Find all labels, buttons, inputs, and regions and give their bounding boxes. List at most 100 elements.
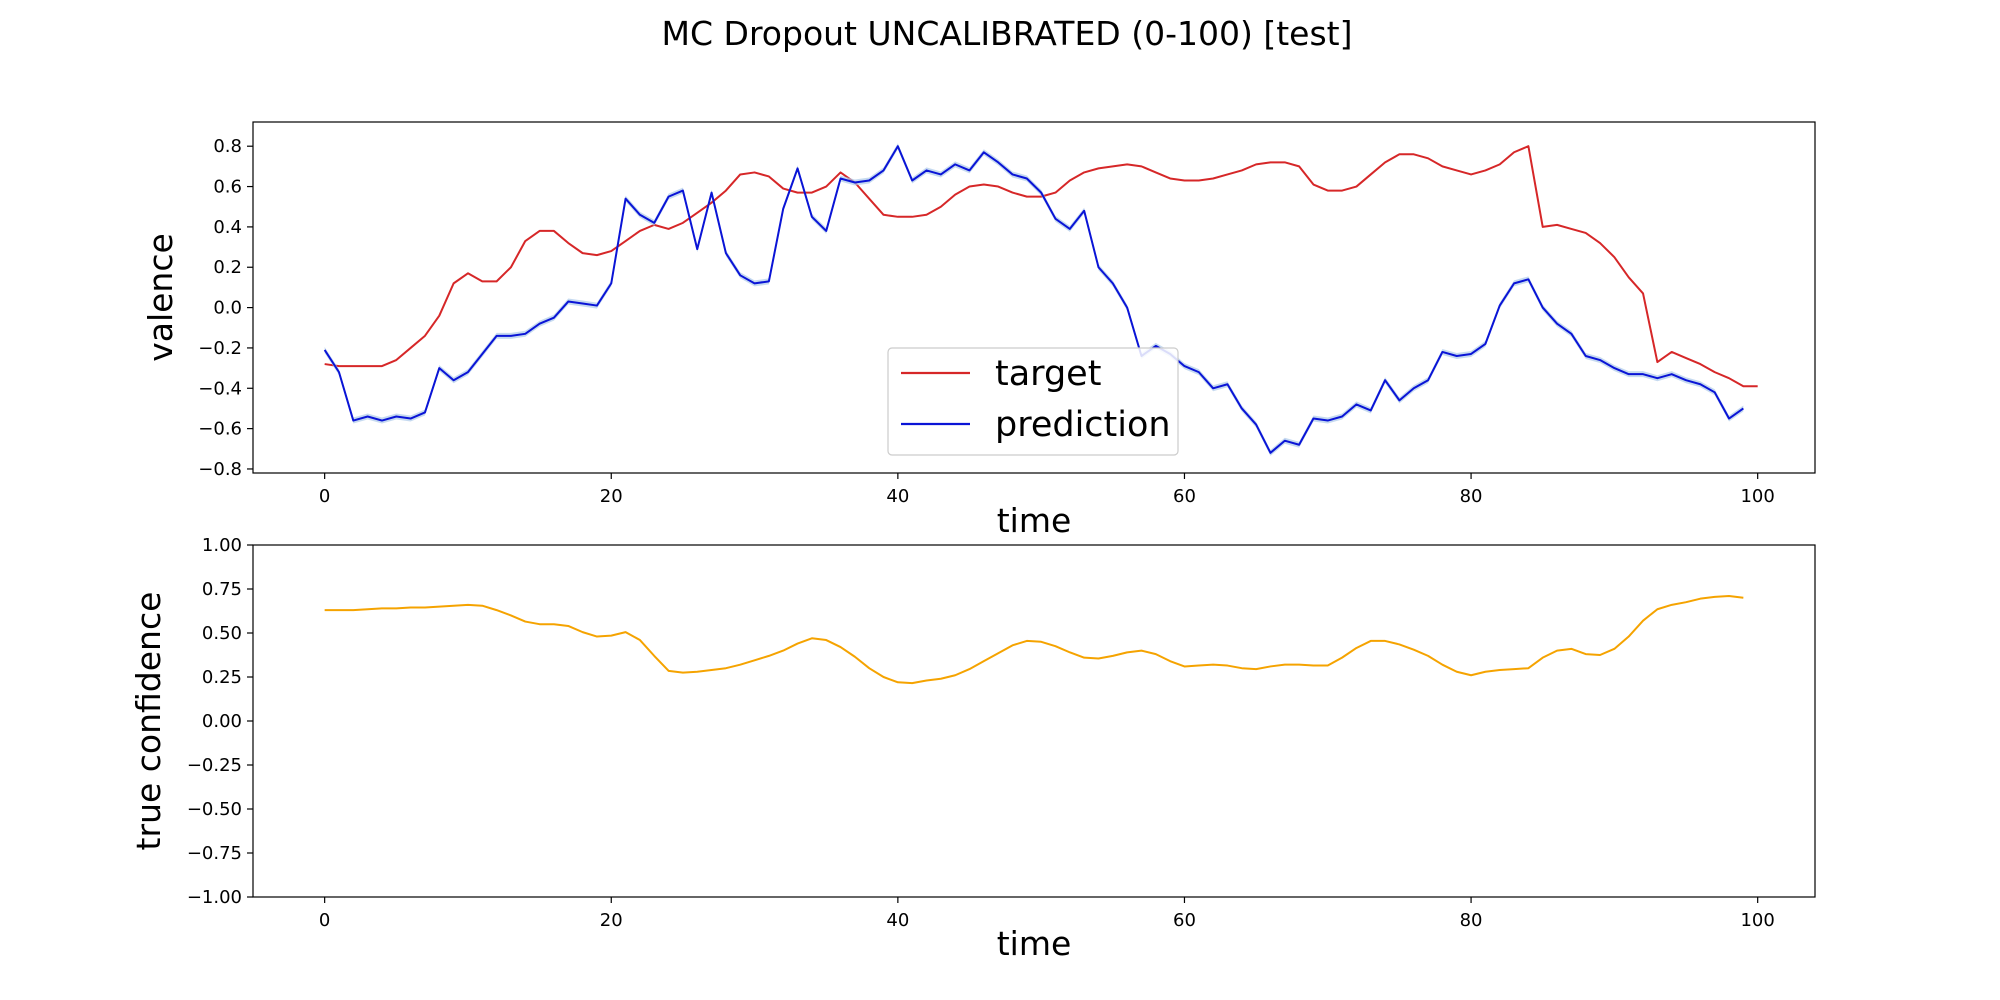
point-target-55 [1112,166,1114,168]
point-target-41 [911,216,913,218]
point-confidence-50 [1040,641,1042,643]
point-target-89 [1599,242,1601,244]
valence-panel: 0 20 40 60 80 100 −0.8 −0.6 −0.4 −0.2 0.0 0.2 0.4 0.6… [141,121,1816,540]
point-confidence-13 [510,615,512,617]
point-prediction-58 [1155,345,1157,347]
point-confidence-26 [696,671,698,673]
y-tick-label: −0.8 [198,459,242,480]
point-prediction-78 [1442,351,1444,353]
point-prediction-38 [868,180,870,182]
axes-frame [252,121,1816,474]
point-prediction-0 [324,349,326,351]
y-tick-label: 0.25 [202,667,242,688]
point-target-63 [1227,174,1229,176]
point-prediction-87 [1571,333,1573,335]
point-target-51 [1055,192,1057,194]
point-confidence-2 [353,609,355,611]
y-tick-label: 0.2 [213,257,242,278]
point-prediction-16 [553,317,555,319]
point-confidence-31 [768,655,770,657]
point-confidence-47 [997,652,999,654]
point-prediction-31 [768,281,770,283]
point-prediction-96 [1700,383,1702,385]
point-confidence-79 [1456,671,1458,673]
point-prediction-81 [1485,343,1487,345]
point-confidence-36 [840,646,842,648]
axes-frame [252,544,1816,898]
point-confidence-61 [1198,665,1200,667]
point-prediction-9 [453,379,455,381]
point-confidence-41 [911,682,913,684]
point-confidence-0 [324,609,326,611]
point-prediction-95 [1685,379,1687,381]
point-confidence-82 [1499,669,1501,671]
point-confidence-89 [1599,654,1601,656]
point-target-3 [367,365,369,367]
point-confidence-51 [1055,645,1057,647]
confidence-panel: 0 20 40 60 80 100 −1.00 −0.75 −0.50 −0.25 0.00 0.25… [129,535,1816,963]
point-confidence-97 [1714,596,1716,598]
chart-title: MC Dropout UNCALIBRATED (0-100) [test] [662,14,1353,53]
point-prediction-47 [997,162,999,164]
point-prediction-5 [396,416,398,418]
point-target-18 [582,252,584,254]
point-confidence-43 [940,678,942,680]
point-confidence-30 [754,659,756,661]
point-confidence-17 [567,625,569,627]
x-tick-label: 0 [319,910,330,931]
point-target-54 [1098,168,1100,170]
point-confidence-95 [1685,601,1687,603]
point-target-67 [1284,162,1286,164]
point-prediction-89 [1599,359,1601,361]
point-target-94 [1671,351,1673,353]
point-prediction-15 [539,323,541,325]
point-prediction-70 [1327,420,1329,422]
point-target-71 [1341,190,1343,192]
point-prediction-32 [782,208,784,210]
point-target-81 [1485,170,1487,172]
point-target-93 [1657,361,1659,363]
point-prediction-17 [567,301,569,303]
point-prediction-97 [1714,392,1716,394]
point-prediction-76 [1413,387,1415,389]
point-prediction-83 [1513,283,1515,285]
point-prediction-72 [1356,404,1358,406]
point-confidence-32 [782,650,784,652]
point-confidence-71 [1341,657,1343,659]
point-prediction-29 [739,275,741,277]
point-confidence-68 [1298,664,1300,666]
point-confidence-85 [1542,657,1544,659]
point-prediction-55 [1112,283,1114,285]
point-target-6 [410,347,412,349]
point-target-7 [424,335,426,337]
point-target-20 [610,250,612,252]
point-prediction-44 [954,164,956,166]
point-confidence-45 [969,668,971,670]
point-prediction-63 [1227,383,1229,385]
point-confidence-76 [1413,649,1415,651]
point-confidence-96 [1700,598,1702,600]
point-target-34 [811,192,813,194]
point-target-28 [725,190,727,192]
point-confidence-83 [1513,668,1515,670]
point-confidence-27 [711,669,713,671]
point-confidence-35 [825,639,827,641]
point-confidence-67 [1284,664,1286,666]
point-confidence-3 [367,608,369,610]
point-prediction-26 [696,248,698,250]
x-tick-label: 60 [1173,486,1196,507]
point-prediction-54 [1098,266,1100,268]
point-target-33 [797,192,799,194]
x-tick-label: 80 [1460,910,1483,931]
point-target-61 [1198,180,1200,182]
point-prediction-4 [381,420,383,422]
point-target-45 [969,186,971,188]
point-target-75 [1399,153,1401,155]
point-prediction-25 [682,190,684,192]
point-target-86 [1556,224,1558,226]
point-prediction-3 [367,416,369,418]
point-prediction-99 [1743,408,1745,410]
point-prediction-71 [1341,416,1343,418]
point-target-0 [324,363,326,365]
legend-box [887,347,1179,456]
